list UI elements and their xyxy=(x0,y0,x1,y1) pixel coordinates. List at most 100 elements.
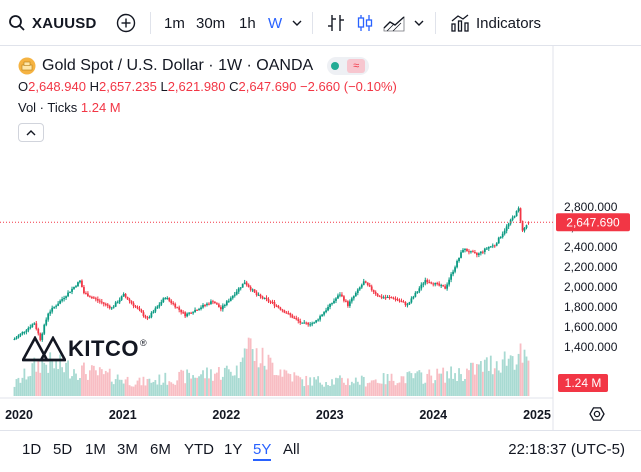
volume-bar xyxy=(57,368,60,396)
volume-bar xyxy=(243,348,246,396)
candle-body xyxy=(253,289,256,293)
volume-bar xyxy=(346,378,349,396)
volume-bar xyxy=(140,385,143,396)
indicators-label: Indicators xyxy=(476,14,542,32)
volume-bar xyxy=(130,386,133,396)
price-chart[interactable]: 2,800.0002,600.0002,400.0002,200.0002,00… xyxy=(0,46,641,430)
collapse-legend-button[interactable] xyxy=(18,123,44,142)
area-style-button[interactable] xyxy=(382,0,406,46)
volume-bar xyxy=(216,372,218,396)
compare-symbol-button[interactable] xyxy=(116,0,136,46)
candle-body xyxy=(184,312,187,317)
kitco-watermark: KITCO ® xyxy=(22,336,147,362)
x-tick-label: 2020 xyxy=(5,408,33,422)
volume-bar xyxy=(235,365,238,396)
candle-body xyxy=(166,297,169,299)
interval-30m[interactable]: 30m xyxy=(196,14,226,32)
candle-body xyxy=(376,293,379,296)
candle-body xyxy=(382,297,385,299)
volume-bar xyxy=(164,372,167,396)
volume-bar xyxy=(170,382,173,396)
candle-body xyxy=(41,333,44,340)
interval-dropdown[interactable] xyxy=(292,0,302,46)
candle-body xyxy=(229,298,232,301)
volume-bar xyxy=(160,384,163,396)
volume-bar xyxy=(35,371,38,396)
volume-bar xyxy=(519,343,522,396)
candle-body xyxy=(430,282,433,284)
candle-body xyxy=(96,299,99,301)
volume-bar xyxy=(380,383,383,396)
candle-body xyxy=(505,226,508,231)
volume-bar xyxy=(231,375,234,396)
candles-icon xyxy=(357,15,373,31)
range-6m[interactable]: 6M xyxy=(150,441,171,458)
range-3m[interactable]: 3M xyxy=(117,441,138,458)
candle-body xyxy=(206,303,208,306)
volume-bar xyxy=(358,384,361,396)
volume-bar xyxy=(511,356,514,396)
candle-body xyxy=(120,296,123,300)
candle-body xyxy=(13,339,16,341)
low-label: L xyxy=(160,79,168,94)
candle-body xyxy=(452,271,454,275)
legend-actions[interactable]: ≈ xyxy=(327,57,370,75)
volume-bar xyxy=(51,360,54,396)
volume-bar xyxy=(223,367,226,396)
range-1m[interactable]: 1M xyxy=(85,441,106,458)
candle-body xyxy=(523,227,526,231)
bar-style-button[interactable] xyxy=(326,0,346,46)
volume-bar xyxy=(184,383,187,396)
volume-bar xyxy=(156,384,159,396)
candle-body xyxy=(436,282,439,284)
candle-body xyxy=(491,245,494,247)
volume-bar xyxy=(527,360,530,396)
candle-body xyxy=(154,308,157,312)
symbol-search[interactable]: XAUUSD xyxy=(8,0,97,46)
volume-bar xyxy=(227,369,230,396)
range-1y[interactable]: 1Y xyxy=(224,441,243,458)
clock-timezone[interactable]: 22:18:37 (UTC-5) xyxy=(508,441,625,458)
volume-bar xyxy=(49,352,52,396)
candle-body xyxy=(442,285,445,287)
candle-body xyxy=(297,319,300,322)
candle-body xyxy=(364,281,367,283)
candle-body xyxy=(398,300,401,302)
volume-bar xyxy=(472,362,474,396)
volume-bar xyxy=(55,359,58,396)
range-ytd[interactable]: YTD xyxy=(184,441,214,458)
range-5y[interactable]: 5Y xyxy=(253,441,272,461)
volume-bar xyxy=(150,382,153,396)
volume-bar xyxy=(475,364,478,396)
candle-body xyxy=(479,251,482,254)
candle-body xyxy=(269,301,272,303)
candle-body xyxy=(283,310,286,313)
indicators-button[interactable]: Indicators xyxy=(450,0,541,46)
interval-w[interactable]: W xyxy=(268,14,283,32)
range-1d[interactable]: 1D xyxy=(22,441,42,458)
candle-body xyxy=(245,282,248,285)
candle-body xyxy=(190,312,192,314)
range-5d[interactable]: 5D xyxy=(53,441,73,458)
volume-bar xyxy=(255,348,258,396)
gear-icon[interactable] xyxy=(589,407,605,421)
candles-style-button[interactable] xyxy=(355,0,375,46)
volume-bar xyxy=(350,381,353,396)
volume-bar xyxy=(120,379,123,396)
candle-body xyxy=(243,282,246,284)
candle-body xyxy=(348,301,351,306)
last-price-label: 2,647.690 xyxy=(566,216,620,230)
range-all[interactable]: All xyxy=(283,441,300,458)
volume-bar xyxy=(257,367,260,396)
candle-body xyxy=(122,293,125,297)
volume-bar xyxy=(208,378,210,396)
chart-style-dropdown[interactable] xyxy=(414,0,424,46)
volume-bar xyxy=(509,355,512,396)
interval-1h[interactable]: 1h xyxy=(239,14,256,32)
volume-bar xyxy=(33,357,36,396)
interval-1m[interactable]: 1m xyxy=(164,14,185,32)
candle-body xyxy=(174,303,177,308)
candle-body xyxy=(265,297,268,300)
candle-body xyxy=(448,279,451,285)
candle-body xyxy=(192,312,194,314)
